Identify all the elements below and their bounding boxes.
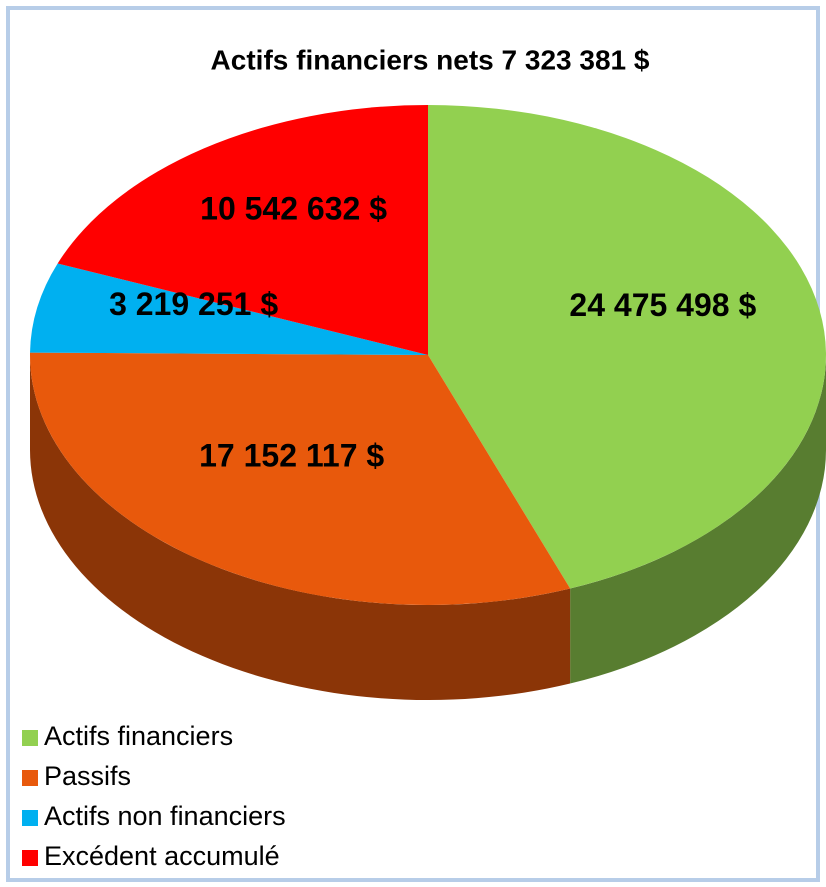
data-label: 24 475 498 $: [569, 287, 756, 323]
legend-swatch: [22, 810, 38, 826]
data-label: 17 152 117 $: [199, 438, 384, 474]
pie-slice: [428, 105, 826, 589]
data-label: 10 542 632 $: [200, 190, 387, 226]
legend-label: Actifs financiers: [44, 721, 233, 751]
pie-slice: [29, 352, 571, 605]
legend-label: Excédent accumulé: [44, 841, 280, 871]
pie-side: [570, 355, 826, 684]
legend-label: Passifs: [44, 761, 131, 791]
data-label: 3 219 251 $: [109, 286, 278, 322]
legend-swatch: [22, 770, 38, 786]
chart-title: Actifs financiers nets 7 323 381 $: [211, 44, 650, 75]
legend-swatch: [22, 730, 38, 746]
pie-side: [30, 355, 571, 700]
pie-slice: [30, 263, 429, 355]
legend-swatch: [22, 850, 38, 866]
pie-slice: [57, 105, 428, 355]
legend-label: Actifs non financiers: [44, 801, 286, 831]
